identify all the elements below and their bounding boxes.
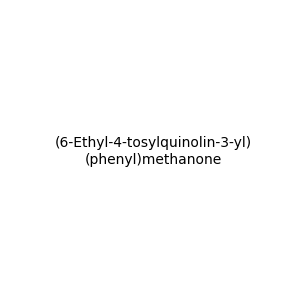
Text: (6-Ethyl-4-tosylquinolin-3-yl)
(phenyl)methanone: (6-Ethyl-4-tosylquinolin-3-yl) (phenyl)m… bbox=[55, 136, 252, 166]
